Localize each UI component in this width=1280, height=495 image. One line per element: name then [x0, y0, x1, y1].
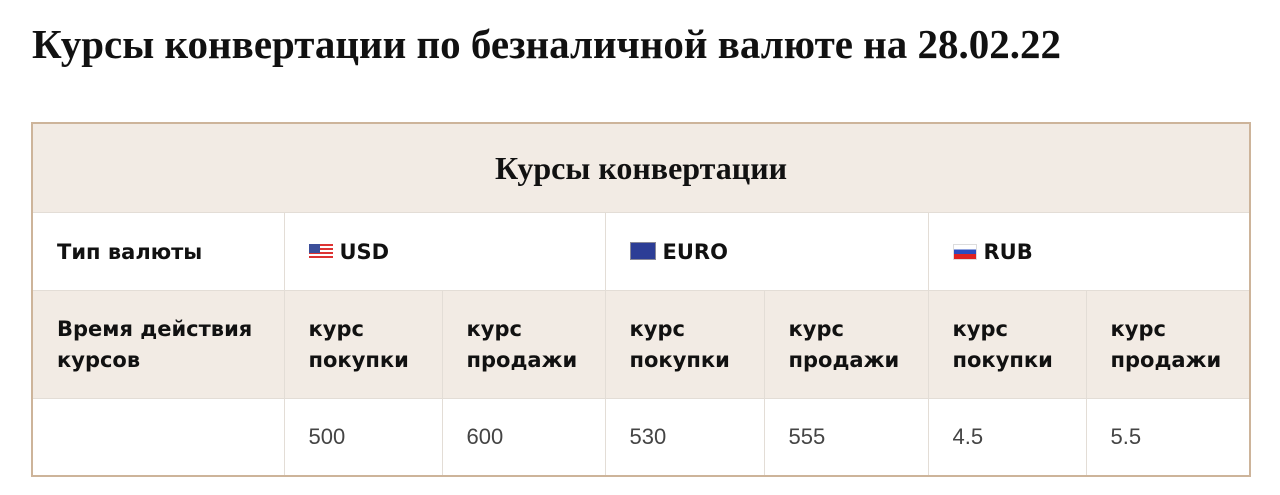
currency-code: RUB [983, 239, 1033, 264]
currency-type-label: Тип валюты [31, 212, 285, 291]
euro-sell-rate: 555 [763, 398, 929, 477]
usd-sell-label: курс продажи [441, 290, 606, 399]
validity-label: Время действия курсов [31, 290, 285, 399]
euro-buy-label: курс покупки [604, 290, 765, 399]
usd-buy-rate: 500 [283, 398, 443, 477]
rub-buy-rate: 4.5 [927, 398, 1087, 477]
currency-usd: USD [283, 212, 606, 291]
rub-sell-rate: 5.5 [1085, 398, 1251, 477]
us-flag-icon [308, 243, 333, 260]
currency-code: USD [339, 239, 390, 264]
euro-buy-rate: 530 [604, 398, 765, 477]
conversion-rates-table: Курсы конвертации Тип валюты USD EURO RU… [31, 122, 1252, 477]
rub-buy-label: курс покупки [927, 290, 1087, 399]
page-title: Курсы конвертации по безналичной валюте … [32, 21, 1062, 67]
validity-value [31, 398, 285, 477]
eu-flag-icon [629, 241, 656, 260]
currency-euro: EURO [604, 212, 929, 291]
ru-flag-icon [952, 243, 977, 260]
usd-sell-rate: 600 [441, 398, 606, 477]
rub-sell-label: курс продажи [1085, 290, 1251, 399]
table-caption: Курсы конвертации [32, 123, 1251, 213]
currency-code: EURO [662, 239, 728, 264]
currency-rub: RUB [927, 212, 1251, 291]
euro-sell-label: курс продажи [763, 290, 929, 399]
usd-buy-label: курс покупки [283, 290, 443, 399]
